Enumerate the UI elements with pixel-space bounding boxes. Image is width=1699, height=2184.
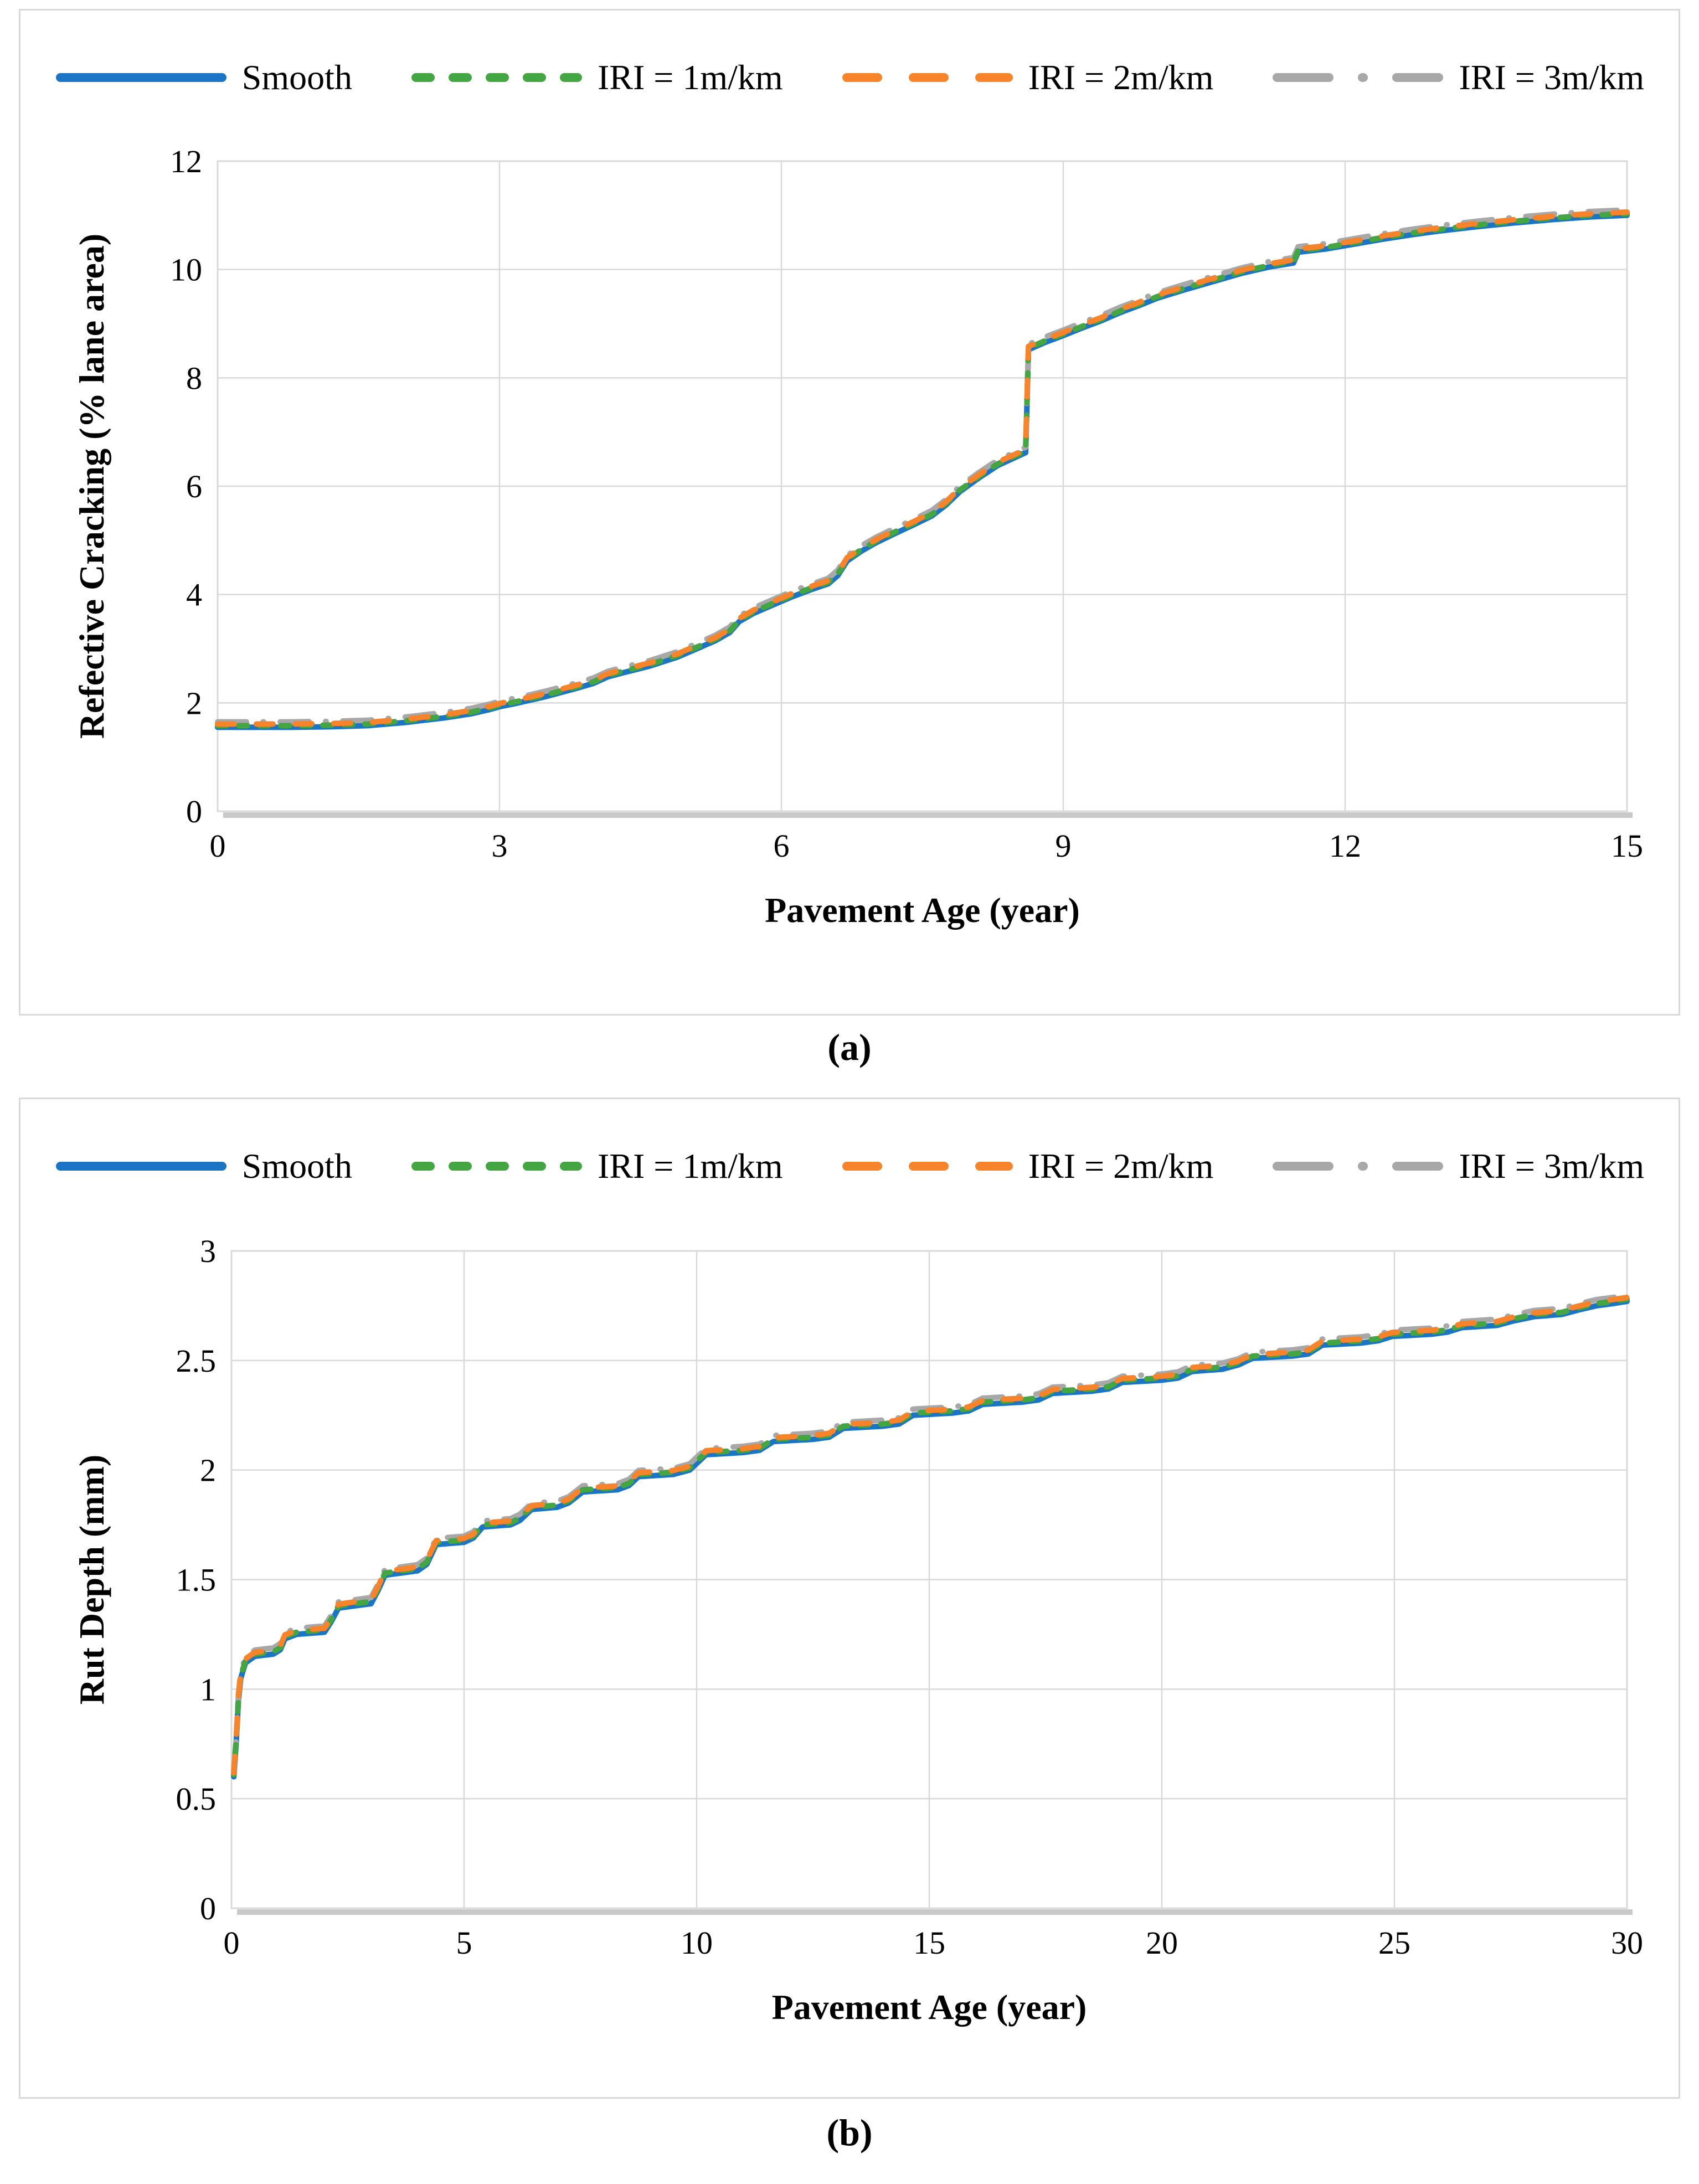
series-line-iri-3m-km bbox=[215, 207, 1630, 725]
series-line-iri-3m-km bbox=[231, 1292, 1630, 1774]
x-tick-label: 9 bbox=[1056, 828, 1072, 864]
x-tick-label: 20 bbox=[1146, 1925, 1178, 1961]
legend-label: Smooth bbox=[241, 1146, 352, 1186]
y-tick-label: 6 bbox=[186, 468, 202, 504]
x-tick-label: 12 bbox=[1329, 828, 1361, 864]
legend-item-iri-1m-km: IRI = 1m/km bbox=[410, 60, 783, 95]
plot-area-border bbox=[230, 1250, 1628, 1909]
series-group bbox=[215, 207, 1630, 730]
x-axis-title: Pavement Age (year) bbox=[765, 890, 1080, 930]
legend-item-iri-3m-km: IRI = 3m/km bbox=[1271, 60, 1644, 95]
series-line-iri-1m-km bbox=[231, 1296, 1630, 1778]
series-line-smooth bbox=[231, 1299, 1630, 1780]
y-tick-label: 2 bbox=[200, 1452, 216, 1488]
plot-area-border bbox=[217, 160, 1628, 812]
series-group bbox=[231, 1292, 1630, 1780]
chart-b-canvas: 0 5 10 15 20 25 30 0 0.5 1 1.5 2 2.5 3 Pavement Age (y… bbox=[72, 1233, 1643, 2027]
x-tick-label: 10 bbox=[681, 1925, 713, 1961]
series-line-iri-2m-km bbox=[215, 209, 1630, 727]
y-axis-title: Rut Depth (mm) bbox=[72, 1455, 111, 1705]
plot-area-shadow bbox=[223, 812, 1633, 818]
x-tick-label: 25 bbox=[1378, 1925, 1410, 1961]
legend-label: IRI = 3m/km bbox=[1459, 58, 1645, 97]
legend-item-iri-2m-km: IRI = 2m/km bbox=[841, 58, 1214, 97]
y-tick-label: 12 bbox=[170, 143, 202, 179]
y-tick-label: 10 bbox=[170, 252, 202, 288]
plot-area-shadow bbox=[237, 1909, 1633, 1915]
panel-a-caption: (a) bbox=[827, 1026, 872, 1068]
legend-line-sample-icon bbox=[411, 73, 582, 82]
chart-a-canvas: 0 3 6 9 12 15 0 2 4 6 8 10 12 Pavement Age (year) Refe… bbox=[72, 143, 1643, 930]
x-tick-label: 15 bbox=[1611, 828, 1643, 864]
legend-line-sample-icon bbox=[55, 73, 226, 82]
legend-line-sample-icon bbox=[411, 1162, 582, 1171]
y-tick-label: 0 bbox=[200, 1891, 216, 1927]
x-tick-label: 0 bbox=[210, 828, 226, 864]
chart-a-panel: Smooth IRI = 1m/km IRI = 2m/km IRI = 3m/km … bbox=[19, 9, 1680, 1016]
legend-item-iri-2m-km: IRI = 2m/km bbox=[841, 1146, 1214, 1186]
legend-line-sample-icon bbox=[842, 1162, 1013, 1171]
panel-b-caption: (b) bbox=[826, 2111, 873, 2154]
series-line-iri-2m-km bbox=[231, 1294, 1630, 1776]
chart-b-legend: Smooth IRI = 1m/km IRI = 2m/km IRI = 3m/km bbox=[20, 1136, 1679, 1197]
y-tick-label: 8 bbox=[186, 360, 202, 396]
legend-item-smooth: Smooth bbox=[55, 1148, 352, 1184]
y-tick-label: 0 bbox=[186, 794, 202, 830]
y-tick-label: 1.5 bbox=[176, 1562, 217, 1598]
y-tick-label: 2.5 bbox=[176, 1343, 217, 1379]
legend-label: IRI = 3m/km bbox=[1459, 1146, 1645, 1186]
chart-b-panel: Smooth IRI = 1m/km IRI = 2m/km IRI = 3m/km … bbox=[19, 1098, 1680, 2099]
chart-a-legend: Smooth IRI = 1m/km IRI = 2m/km IRI = 3m/km bbox=[20, 47, 1679, 108]
legend-item-iri-3m-km: IRI = 3m/km bbox=[1271, 1148, 1644, 1184]
legend-label: IRI = 2m/km bbox=[1028, 58, 1214, 97]
y-tick-label: 2 bbox=[186, 685, 202, 721]
legend-label: IRI = 2m/km bbox=[1028, 1146, 1214, 1186]
x-tick-label: 15 bbox=[913, 1925, 945, 1961]
legend-line-sample-icon bbox=[842, 73, 1013, 82]
legend-label: IRI = 1m/km bbox=[597, 58, 783, 97]
legend-label: IRI = 1m/km bbox=[597, 1146, 783, 1186]
series-line-smooth bbox=[215, 212, 1630, 730]
legend-item-smooth: Smooth bbox=[55, 60, 352, 95]
x-tick-label: 6 bbox=[774, 828, 790, 864]
legend-line-sample-icon bbox=[55, 1162, 226, 1171]
x-tick-label: 30 bbox=[1611, 1925, 1643, 1961]
x-tick-label: 3 bbox=[492, 828, 508, 864]
legend-line-sample-icon bbox=[1273, 73, 1444, 82]
legend-item-iri-1m-km: IRI = 1m/km bbox=[410, 1148, 783, 1184]
x-axis-title: Pavement Age (year) bbox=[772, 1987, 1087, 2027]
y-tick-label: 3 bbox=[200, 1233, 216, 1269]
y-tick-label: 1 bbox=[200, 1671, 216, 1707]
y-tick-label: 0.5 bbox=[176, 1781, 217, 1817]
x-tick-label: 5 bbox=[456, 1925, 472, 1961]
y-axis-title: Refective Cracking (% lane area) bbox=[72, 234, 111, 739]
series-line-iri-1m-km bbox=[215, 210, 1630, 729]
legend-label: Smooth bbox=[241, 58, 352, 97]
y-tick-label: 4 bbox=[186, 577, 202, 613]
legend-line-sample-icon bbox=[1273, 1162, 1444, 1171]
x-tick-label: 0 bbox=[224, 1925, 240, 1961]
